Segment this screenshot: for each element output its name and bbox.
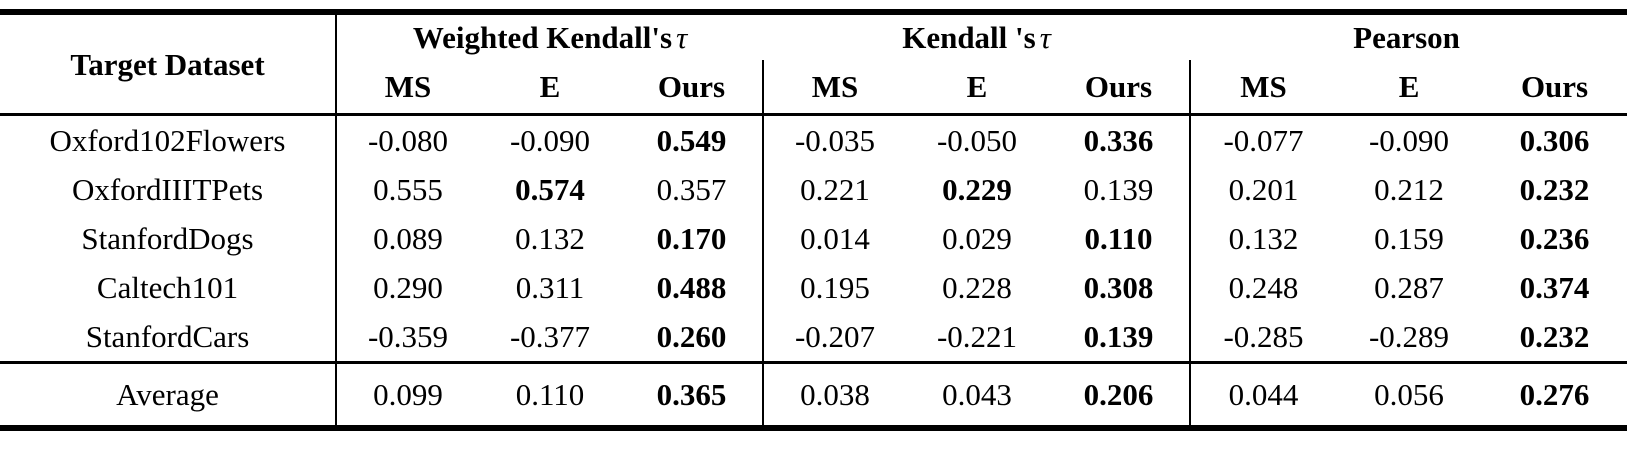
cell-value: 0.232 — [1519, 172, 1590, 207]
dataset-name: Caltech101 — [0, 263, 337, 312]
cell-value: 0.132 — [1189, 214, 1337, 263]
dataset-name: OxfordIIITPets — [0, 165, 337, 214]
cell-value: 0.306 — [1519, 123, 1590, 158]
cell-value: -0.377 — [509, 319, 591, 354]
subcol-header: Ours — [1482, 60, 1627, 116]
cell-value: 0.311 — [515, 270, 585, 305]
cell-value: 0.574 — [515, 172, 585, 207]
cell-value: -0.090 — [1368, 123, 1450, 158]
tau-symbol: τ — [676, 20, 688, 55]
group-header-kendall: Kendall 's τ — [902, 20, 1051, 55]
cell-value: 0.044 — [1189, 361, 1337, 428]
subcol-header: MS — [336, 60, 479, 116]
average-label: Average — [0, 361, 337, 428]
cell-value: 0.139 — [1083, 319, 1154, 354]
cell-value: -0.077 — [1189, 114, 1337, 165]
table-row: OxfordIIITPets 0.555 0.574 0.357 0.221 0… — [0, 165, 1627, 214]
cell-value: 0.336 — [1083, 123, 1154, 158]
group-header-weighted-kendall: Weighted Kendall's τ — [412, 20, 688, 55]
subcol-header: Ours — [621, 60, 763, 116]
group-header-pearson: Pearson — [1190, 12, 1627, 60]
cell-value: 0.549 — [656, 123, 727, 158]
cell-value: 0.232 — [1519, 319, 1590, 354]
cell-value: -0.080 — [367, 123, 449, 158]
tau-symbol — [1460, 20, 1464, 55]
cell-value: 0.260 — [656, 319, 727, 354]
table-row: Oxford102Flowers -0.080 -0.090 0.549 -0.… — [0, 114, 1627, 165]
cell-value: -0.090 — [509, 123, 591, 158]
cell-value: 0.212 — [1374, 172, 1444, 207]
cell-value: 0.357 — [656, 172, 727, 207]
cell-value: 0.276 — [1482, 361, 1627, 428]
cell-value: 0.290 — [373, 270, 443, 305]
cell-value: 0.206 — [1048, 361, 1191, 428]
corner-header-label: Target Dataset — [70, 46, 265, 82]
header-subcol-row: MS E Ours MS E Ours MS E Ours — [0, 60, 1627, 116]
cell-value: 0.029 — [942, 221, 1012, 256]
metrics-comparison-table: Target Dataset Weighted Kendall's τ Kenda… — [0, 9, 1627, 431]
cell-value: -0.359 — [367, 319, 449, 354]
cell-value: 0.170 — [656, 221, 727, 256]
cell-value: 0.132 — [515, 221, 585, 256]
cell-value: -0.285 — [1189, 312, 1337, 363]
cell-value: 0.287 — [1374, 270, 1444, 305]
cell-value: 0.228 — [942, 270, 1012, 305]
subcol-header: E — [906, 60, 1048, 116]
table-row: Caltech101 0.290 0.311 0.488 0.195 0.228… — [0, 263, 1627, 312]
cell-value: 0.014 — [762, 214, 906, 263]
table-row: StanfordCars -0.359 -0.377 0.260 -0.207 … — [0, 312, 1627, 363]
header-group-row: Target Dataset Weighted Kendall's τ Kenda… — [0, 12, 1627, 116]
corner-header: Target Dataset — [0, 12, 337, 116]
cell-value: 0.089 — [373, 221, 443, 256]
tau-symbol: τ — [1039, 20, 1051, 55]
cell-value: 0.110 — [479, 361, 621, 428]
cell-value: 0.043 — [906, 361, 1048, 428]
cell-value: -0.207 — [762, 312, 906, 363]
cell-value: -0.035 — [762, 114, 906, 165]
subcol-header: E — [1336, 60, 1483, 116]
subcol-header: E — [479, 60, 621, 116]
cell-value: 0.308 — [1083, 270, 1154, 305]
subcol-header: Ours — [1048, 60, 1191, 116]
cell-value: 0.248 — [1189, 263, 1337, 312]
cell-value: 0.236 — [1519, 221, 1590, 256]
cell-value: 0.374 — [1519, 270, 1590, 305]
cell-value: 0.555 — [373, 172, 443, 207]
cell-value: 0.221 — [762, 165, 906, 214]
cell-value: 0.038 — [762, 361, 906, 428]
cell-value: 0.099 — [336, 361, 479, 428]
cell-value: 0.110 — [1084, 221, 1153, 256]
cell-value: -0.289 — [1368, 319, 1450, 354]
subcol-header: MS — [762, 60, 906, 116]
dataset-name: StanfordCars — [0, 312, 337, 363]
dataset-name: StanfordDogs — [0, 214, 337, 263]
dataset-name: Oxford102Flowers — [0, 114, 337, 165]
cell-value: -0.050 — [936, 123, 1018, 158]
subcol-header: MS — [1189, 60, 1337, 116]
cell-value: 0.365 — [621, 361, 763, 428]
cell-value: 0.229 — [942, 172, 1012, 207]
cell-value: 0.488 — [656, 270, 727, 305]
cell-value: 0.195 — [762, 263, 906, 312]
average-row: Average 0.099 0.110 0.365 0.038 0.043 0.… — [0, 361, 1627, 428]
cell-value: 0.139 — [1083, 172, 1154, 207]
table-row: StanfordDogs 0.089 0.132 0.170 0.014 0.0… — [0, 214, 1627, 263]
cell-value: 0.056 — [1336, 361, 1483, 428]
cell-value: -0.221 — [936, 319, 1018, 354]
cell-value: 0.159 — [1374, 221, 1444, 256]
cell-value: 0.201 — [1189, 165, 1337, 214]
